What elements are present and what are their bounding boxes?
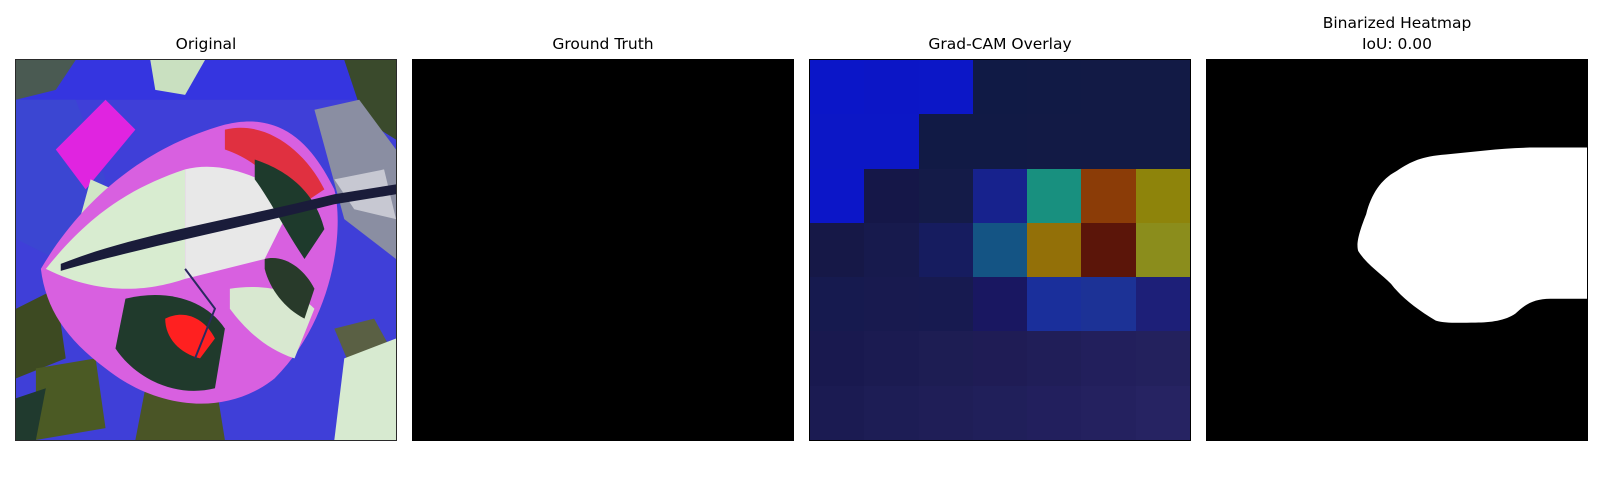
heatmap-cell <box>918 385 973 440</box>
heatmap-cell <box>1135 385 1190 440</box>
heatmap-cell <box>810 168 865 223</box>
heatmap-cell <box>810 60 865 115</box>
heatmap-cell <box>864 277 919 332</box>
heatmap-cell <box>864 168 919 223</box>
ground-truth-mask <box>412 59 794 441</box>
heatmap-cell <box>918 331 973 386</box>
heatmap-cell <box>1027 114 1082 169</box>
heatmap-cell <box>1027 331 1082 386</box>
iou-label: IoU: 0.00 <box>1361 35 1433 53</box>
gradcam-grid <box>810 60 1190 440</box>
gradcam-panel: Grad-CAM Overlay <box>809 0 1191 442</box>
heatmap-cell <box>1081 277 1136 332</box>
heatmap-cell <box>1081 222 1136 278</box>
heatmap-cell <box>972 60 1028 115</box>
heatmap-cell <box>972 114 1028 169</box>
heatmap-cell <box>1081 168 1136 223</box>
heatmap-cell <box>918 277 973 332</box>
ground-truth-title: Ground Truth <box>552 35 654 53</box>
heatmap-cell <box>1027 385 1082 440</box>
heatmap-cell <box>972 168 1028 223</box>
ground-truth-panel: Ground Truth <box>412 0 794 442</box>
gradcam-title: Grad-CAM Overlay <box>928 35 1072 53</box>
heatmap-cell <box>918 114 973 169</box>
heatmap-cell <box>810 222 865 278</box>
heatmap-cell <box>1027 222 1082 278</box>
heatmap-cell <box>864 331 919 386</box>
original-image <box>15 59 397 441</box>
heatmap-cell <box>1135 331 1190 386</box>
heatmap-cell <box>1135 222 1190 278</box>
heatmap-cell <box>864 114 919 169</box>
binarized-heatmap <box>1206 59 1588 441</box>
heatmap-cell <box>1027 277 1082 332</box>
heatmap-cell <box>918 60 973 115</box>
gradcam-overlay <box>809 59 1191 441</box>
original-title: Original <box>175 35 237 53</box>
heatmap-cell <box>1135 114 1190 169</box>
heatmap-cell <box>972 277 1028 332</box>
heatmap-cell <box>810 331 865 386</box>
heatmap-cell <box>810 385 865 440</box>
leaf-image <box>16 60 396 440</box>
original-panel: Original <box>15 0 397 442</box>
heatmap-cell <box>864 385 919 440</box>
heatmap-cell <box>1027 60 1082 115</box>
heatmap-cell <box>1081 114 1136 169</box>
binary-mask-shape <box>1207 60 1587 440</box>
heatmap-cell <box>1135 277 1190 332</box>
heatmap-cell <box>864 222 919 278</box>
heatmap-cell <box>1135 168 1190 223</box>
heatmap-cell <box>1135 60 1190 115</box>
heatmap-cell <box>972 222 1028 278</box>
heatmap-cell <box>972 385 1028 440</box>
heatmap-cell <box>1027 168 1082 223</box>
heatmap-cell <box>918 168 973 223</box>
heatmap-cell <box>1081 385 1136 440</box>
heatmap-cell <box>1081 60 1136 115</box>
binarized-panel: Binarized Heatmap IoU: 0.00 <box>1206 0 1588 442</box>
heatmap-cell <box>972 331 1028 386</box>
binarized-title: Binarized Heatmap <box>1322 14 1472 32</box>
heatmap-cell <box>810 114 865 169</box>
heatmap-cell <box>810 277 865 332</box>
heatmap-cell <box>1081 331 1136 386</box>
heatmap-cell <box>918 222 973 278</box>
heatmap-cell <box>864 60 919 115</box>
